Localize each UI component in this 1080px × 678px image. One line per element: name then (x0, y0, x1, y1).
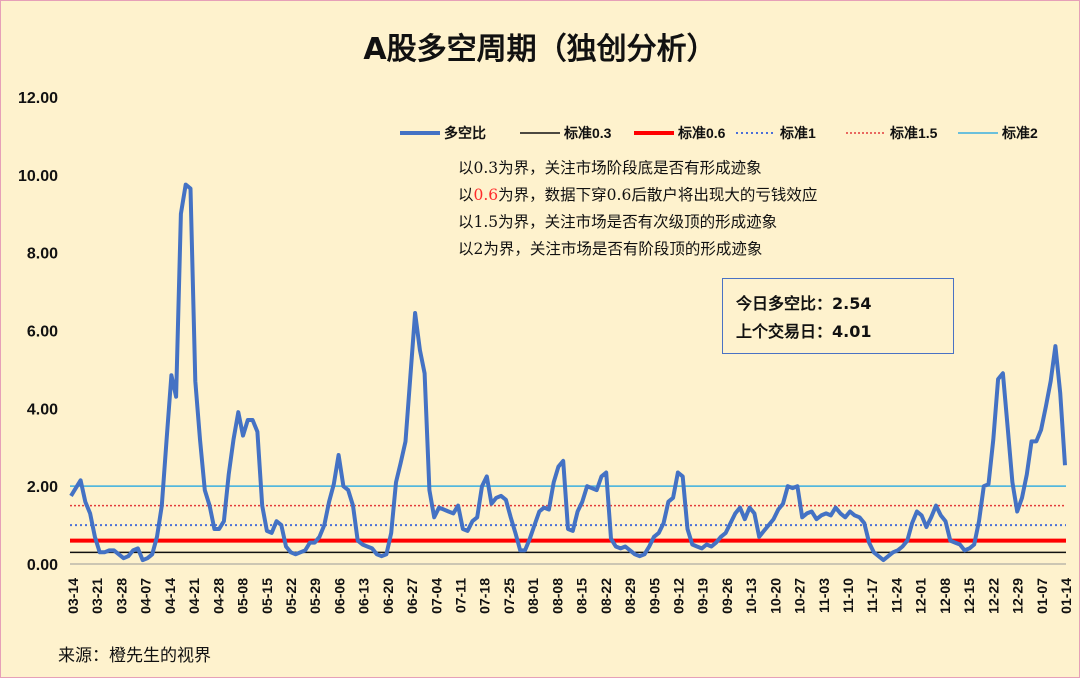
x-tick-label: 08-15 (574, 578, 590, 614)
x-tick-label: 09-12 (671, 578, 687, 614)
x-tick-label: 05-22 (283, 578, 299, 614)
note-line-4: 以2为界，关注市场是否有阶段顶的形成迹象 (458, 240, 763, 258)
y-tick-label: 12.00 (18, 90, 58, 107)
x-tick-label: 10-13 (743, 578, 759, 614)
note-line-3: 以1.5为界，关注市场是否有次级顶的形成迹象 (458, 213, 778, 231)
y-tick-label: 0.00 (27, 557, 58, 574)
x-tick-label: 06-06 (331, 578, 347, 614)
legend-label: 多空比 (444, 125, 486, 141)
x-tick-label: 03-21 (89, 578, 105, 614)
x-tick-label: 09-19 (695, 578, 711, 614)
x-tick-label: 04-14 (162, 578, 178, 614)
x-tick-label: 08-22 (598, 578, 614, 614)
x-tick-label: 01-14 (1058, 578, 1074, 614)
y-tick-label: 4.00 (27, 401, 58, 418)
note-line-1: 以0.3为界，关注市场阶段底是否有形成迹象 (458, 159, 762, 177)
x-tick-label: 12-22 (985, 578, 1001, 614)
source-note: 来源：橙先生的视界 (58, 646, 211, 666)
legend-label: 标准0.6 (677, 125, 726, 141)
y-tick-label: 8.00 (27, 246, 58, 263)
x-tick-label: 06-27 (404, 578, 420, 614)
x-tick-label: 03-28 (113, 578, 129, 614)
y-tick-label: 10.00 (18, 168, 58, 185)
x-tick-label: 11-17 (864, 578, 880, 613)
x-tick-label: 12-01 (913, 578, 929, 614)
x-tick-label: 03-14 (65, 578, 81, 614)
x-tick-label: 07-25 (501, 578, 517, 614)
x-tick-label: 04-28 (210, 578, 226, 614)
x-tick-label: 08-29 (622, 578, 638, 614)
today-ratio-label: 今日多空比：2.54 (736, 294, 872, 313)
x-tick-label: 11-24 (889, 578, 905, 613)
note-line-2-highlight: 0.6 (473, 186, 499, 204)
x-tick-label: 05-15 (259, 578, 275, 614)
x-tick-label: 07-18 (477, 578, 493, 614)
chart-title: A股多空周期（独创分析） (363, 32, 717, 67)
legend-label: 标准1.5 (889, 125, 938, 141)
x-tick-label: 05-08 (235, 578, 251, 614)
legend-label: 标准2 (1001, 125, 1038, 141)
series-line-long-short-ratio (69, 182, 1067, 563)
x-tick-label: 04-07 (138, 578, 154, 614)
x-tick-label: 09-05 (646, 578, 662, 614)
x-tick-label: 07-04 (428, 578, 444, 614)
x-tick-label: 10-20 (767, 578, 783, 614)
x-tick-label: 01-07 (1034, 578, 1050, 614)
today-ratio-box: 今日多空比：2.54 上个交易日：4.01 (722, 278, 954, 354)
y-tick-label: 6.00 (27, 324, 58, 341)
x-tick-label: 09-26 (719, 578, 735, 614)
x-tick-label: 05-29 (307, 578, 323, 614)
note-line-2-prefix: 以 (458, 186, 474, 204)
legend-label: 标准1 (779, 125, 816, 141)
note-line-2: 以0.6为界，数据下穿0.6后散户将出现大的亏钱效应 (458, 182, 817, 209)
annotation-notes: 以0.3为界，关注市场阶段底是否有形成迹象 以0.6为界，数据下穿0.6后散户将… (458, 155, 817, 263)
x-tick-label: 11-10 (840, 578, 856, 613)
x-tick-label: 06-20 (380, 578, 396, 614)
legend-label: 标准0.3 (563, 125, 612, 141)
previous-ratio-label: 上个交易日：4.01 (736, 322, 872, 341)
x-tick-label: 07-11 (453, 578, 469, 613)
x-tick-label: 08-08 (549, 578, 565, 614)
x-tick-label: 04-21 (186, 578, 202, 614)
x-tick-label: 06-13 (356, 578, 372, 614)
x-tick-label: 10-27 (792, 578, 808, 614)
note-line-2-suffix: 为界，数据下穿0.6后散户将出现大的亏钱效应 (498, 186, 818, 204)
x-tick-label: 12-08 (937, 578, 953, 614)
x-tick-label: 12-29 (1010, 578, 1026, 614)
y-tick-label: 2.00 (27, 479, 58, 496)
x-tick-label: 08-01 (525, 578, 541, 614)
x-tick-label: 11-03 (816, 578, 832, 613)
x-tick-label: 12-15 (961, 578, 977, 614)
